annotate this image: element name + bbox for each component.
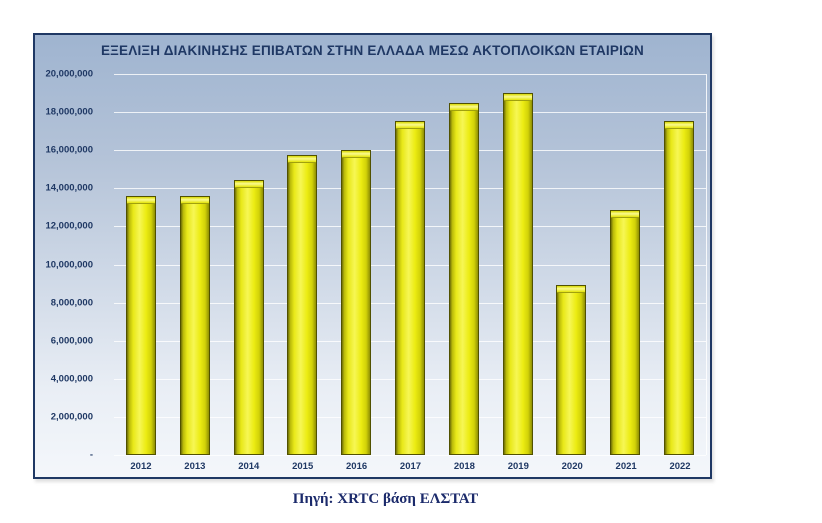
gridline	[114, 74, 706, 75]
gridline	[114, 455, 706, 456]
bar-2013	[179, 195, 210, 455]
bar-slot-2022	[652, 74, 706, 455]
x-tick-label-2014: 2014	[238, 461, 260, 472]
y-tick-label: 2,000,000	[50, 411, 93, 423]
y-tick-label: 6,000,000	[50, 335, 93, 347]
x-tick-label-2021: 2021	[615, 461, 637, 472]
bar-slot-2017	[383, 74, 437, 455]
bar-2018	[448, 102, 479, 455]
y-tick-label: 16,000,000	[45, 144, 93, 156]
bar-slot-2016	[329, 74, 383, 455]
x-tick-label-2015: 2015	[292, 461, 314, 472]
y-axis-labels: 20,000,000 18,000,000 16,000,000 14,000,000…	[35, 69, 93, 461]
y-tick-label: 4,000,000	[50, 373, 93, 385]
bar-slot-2021	[598, 74, 652, 455]
x-tick-label-2012: 2012	[130, 461, 152, 472]
bar-2012	[125, 195, 156, 455]
y-tick-label: -	[89, 449, 93, 461]
x-tick-label-2022: 2022	[669, 461, 691, 472]
gridline	[114, 112, 706, 114]
bar-2019	[502, 93, 533, 455]
chart-title: ΕΞΕΛΙΞΗ ΔΙΑΚΙΝΗΣΗΣ ΕΠΙΒΑΤΩΝ ΣΤΗΝ ΕΛΛΑΔΑ …	[100, 43, 645, 58]
x-tick-label-2013: 2013	[184, 461, 206, 472]
y-tick-label: 8,000,000	[50, 297, 93, 309]
y-tick-label: 18,000,000	[45, 106, 93, 118]
bar-2017	[394, 120, 425, 455]
bar-chart: ΕΞΕΛΙΞΗ ΔΙΑΚΙΝΗΣΗΣ ΕΠΙΒΑΤΩΝ ΣΤΗΝ ΕΛΛΑΔΑ …	[33, 33, 712, 479]
bar-2021	[610, 210, 641, 455]
bar-2015	[287, 154, 318, 455]
x-axis-labels: 2012 2013 2014 2015 2016 2017 2018 2019 2020 2021…	[114, 461, 707, 472]
y-tick-label: 10,000,000	[45, 259, 93, 270]
y-tick-label: 20,000,000	[45, 68, 93, 80]
bar-slot-2013	[168, 74, 222, 455]
bar-series	[114, 74, 706, 455]
y-tick-label: 12,000,000	[45, 220, 93, 232]
plot-area	[114, 74, 707, 456]
source-caption: Πηγή: XRTC βάση ΕΛΣΤΑΤ	[292, 491, 479, 507]
bar-2020	[556, 285, 587, 455]
x-tick-label-2018: 2018	[453, 461, 475, 472]
bar-2016	[341, 150, 372, 455]
bar-2014	[233, 179, 264, 455]
bar-slot-2014	[222, 74, 276, 455]
bar-2022	[664, 120, 695, 455]
bar-slot-2015	[275, 74, 329, 455]
bar-slot-2018	[437, 74, 491, 455]
x-tick-label-2016: 2016	[346, 461, 368, 472]
x-tick-label-2017: 2017	[399, 461, 422, 472]
y-tick-label: 14,000,000	[45, 182, 93, 194]
bar-slot-2019	[491, 74, 545, 455]
bar-slot-2012	[114, 74, 168, 455]
x-tick-label-2019: 2019	[507, 461, 529, 472]
x-tick-label-2020: 2020	[561, 461, 583, 472]
bar-slot-2020	[545, 74, 599, 455]
